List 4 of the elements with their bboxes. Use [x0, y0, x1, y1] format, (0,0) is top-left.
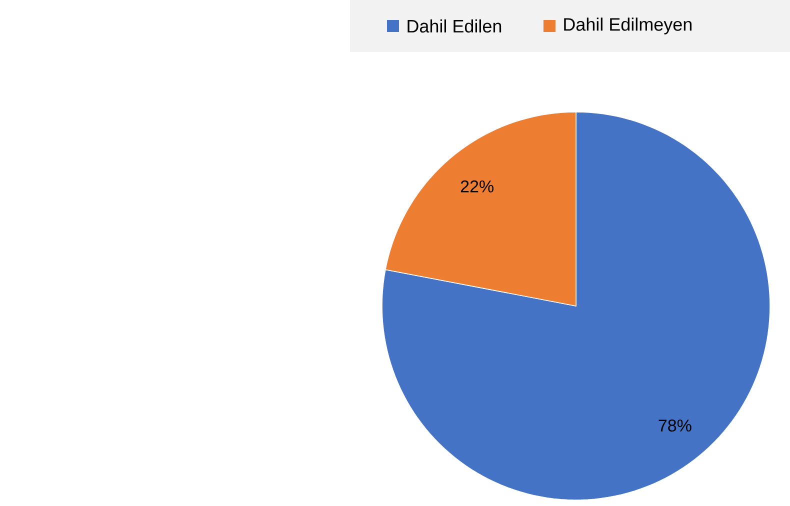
legend-label: Dahil Edilmeyen	[564, 18, 692, 34]
data-label: 22%	[460, 180, 494, 192]
legend-label: Dahil Edilen	[408, 19, 502, 33]
data-label: 78%	[658, 420, 692, 432]
